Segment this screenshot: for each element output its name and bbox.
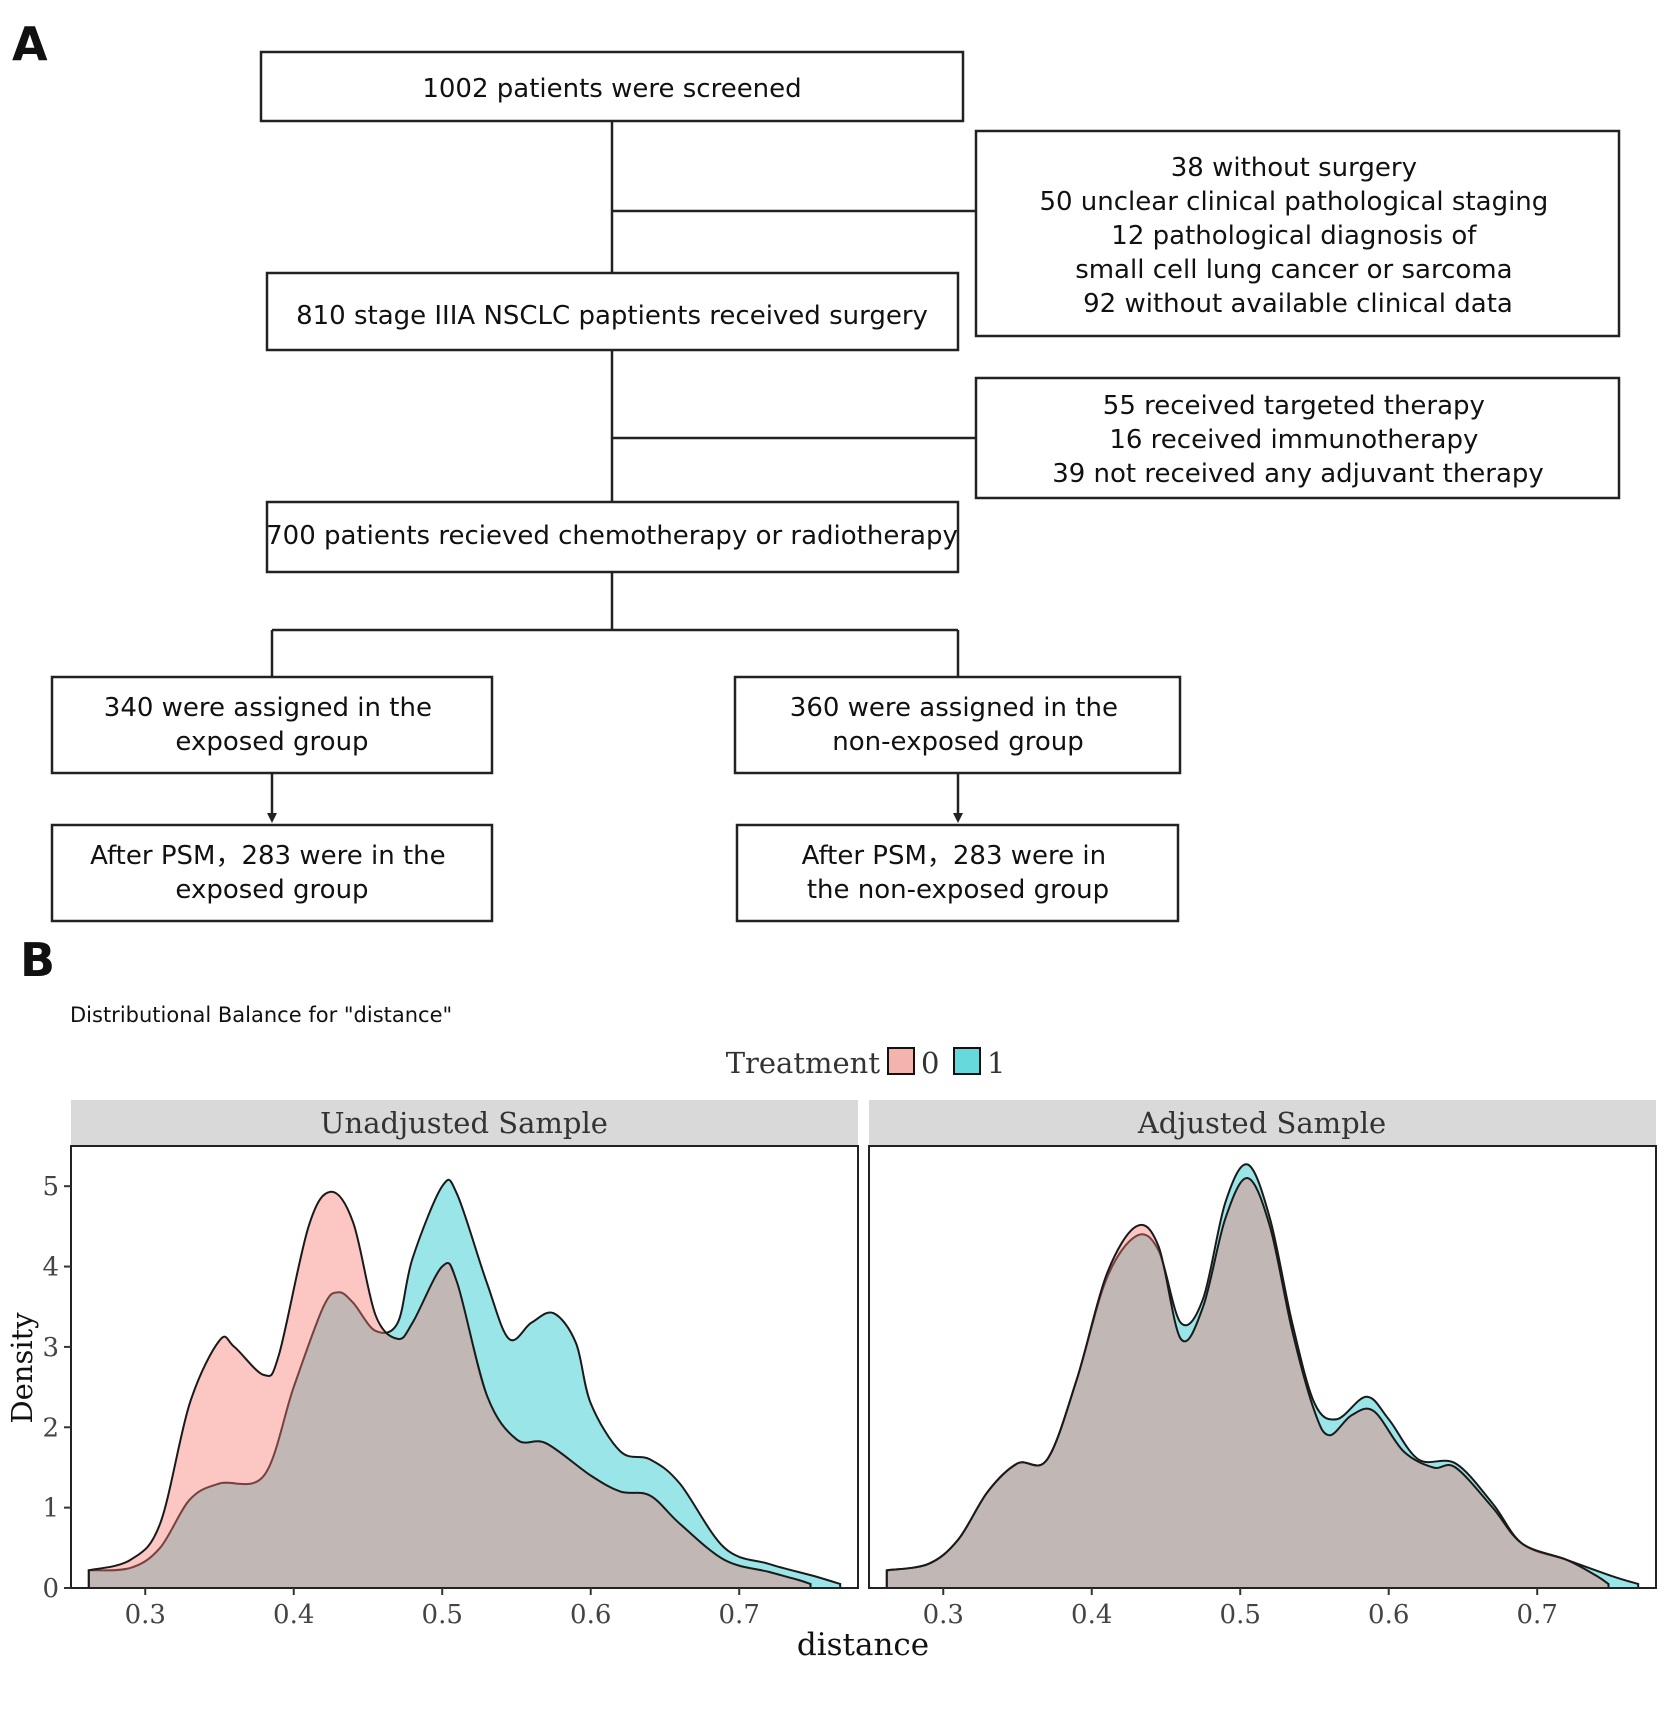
- x-tick-label: 0.7: [1517, 1600, 1558, 1630]
- facet-label-adjusted: Adjusted Sample: [1137, 1106, 1386, 1140]
- box-excluded-2-text: 55 received targeted therapy 16 received…: [1052, 391, 1544, 489]
- flow-connectors: [270, 121, 976, 677]
- box-surgery-text: 810 stage IIIA NSCLC paptients received …: [296, 301, 928, 331]
- density-series-0: [87, 1190, 812, 1589]
- density-series-1: [87, 1178, 842, 1589]
- x-tick-label: 0.5: [422, 1600, 463, 1630]
- panel-b: B Distributional Balance for "distance" …: [5, 933, 1657, 1663]
- legend-swatch-1: [953, 1047, 981, 1075]
- flow-arrows: [267, 773, 963, 823]
- x-tick-label: 0.3: [923, 1600, 964, 1630]
- x-tick-label: 0.5: [1220, 1600, 1261, 1630]
- box-psm-exposed-text: After PSM，283 were in the exposed group: [90, 841, 454, 905]
- x-tick-label: 0.6: [1368, 1600, 1409, 1630]
- plot-frame: [70, 1145, 859, 1589]
- box-chemo: [265, 500, 960, 574]
- box-screened-text: 1002 patients were screened: [422, 74, 801, 104]
- plot-frame: [868, 1145, 1657, 1589]
- plot-unadjusted: 0.3 0.4 0.5 0.6 0.7 0 1 2 3 4 5: [42, 1145, 859, 1630]
- panel-a-letter: A: [12, 17, 48, 71]
- density-series-0: [885, 1177, 1610, 1589]
- panel-b-letter: B: [20, 933, 55, 987]
- y-tick-label: 4: [42, 1253, 59, 1283]
- box-chemo-text: 700 patients recieved chemotherapy or ra…: [266, 521, 958, 551]
- legend-swatch-0: [887, 1047, 915, 1075]
- y-tick-label: 1: [42, 1494, 59, 1524]
- box-excluded-2: [974, 376, 1621, 500]
- plot-background: [71, 1146, 858, 1588]
- plot-adjusted: 0.3 0.4 0.5 0.6 0.7: [868, 1145, 1657, 1630]
- box-psm-exposed: [50, 823, 494, 923]
- facet-label-unadjusted: Unadjusted Sample: [320, 1106, 608, 1140]
- y-tick-label: 2: [42, 1413, 59, 1443]
- x-tick-label: 0.6: [570, 1600, 611, 1630]
- box-exposed: [50, 675, 494, 775]
- box-excluded-1: [974, 129, 1621, 338]
- box-screened: [259, 50, 965, 123]
- x-axis-title: distance: [797, 1627, 929, 1663]
- plot-title: Distributional Balance for "distance": [70, 1003, 452, 1027]
- facet-strip-unadjusted: [71, 1100, 858, 1146]
- plot-background: [869, 1146, 1656, 1588]
- legend-title: Treatment: [726, 1046, 881, 1080]
- panel-a: A 1002 p: [12, 17, 1621, 923]
- box-surgery: [265, 271, 960, 352]
- box-excluded-1-text: 38 without surgery 50 unclear clinical p…: [1039, 153, 1556, 319]
- x-tick-label: 0.3: [125, 1600, 166, 1630]
- box-nonexposed: [733, 675, 1182, 775]
- box-psm-nonexposed-text: After PSM，283 were in the non-exposed gr…: [802, 841, 1115, 905]
- y-tick-label: 0: [42, 1574, 59, 1604]
- box-nonexposed-text: 360 were assigned in the non-exposed gro…: [790, 693, 1126, 757]
- y-axis-title: Density: [5, 1312, 39, 1424]
- x-tick-label: 0.4: [273, 1600, 314, 1630]
- facet-strip-adjusted: [869, 1100, 1656, 1146]
- legend-label-1: 1: [987, 1046, 1005, 1080]
- x-tick-label: 0.4: [1071, 1600, 1112, 1630]
- y-tick-label: 3: [42, 1333, 59, 1363]
- y-tick-label: 5: [42, 1172, 59, 1202]
- box-exposed-text: 340 were assigned in the exposed group: [104, 693, 440, 757]
- legend-label-0: 0: [921, 1046, 939, 1080]
- legend: Treatment 0 1: [726, 1046, 1006, 1080]
- box-psm-nonexposed: [735, 823, 1180, 923]
- x-tick-label: 0.7: [719, 1600, 760, 1630]
